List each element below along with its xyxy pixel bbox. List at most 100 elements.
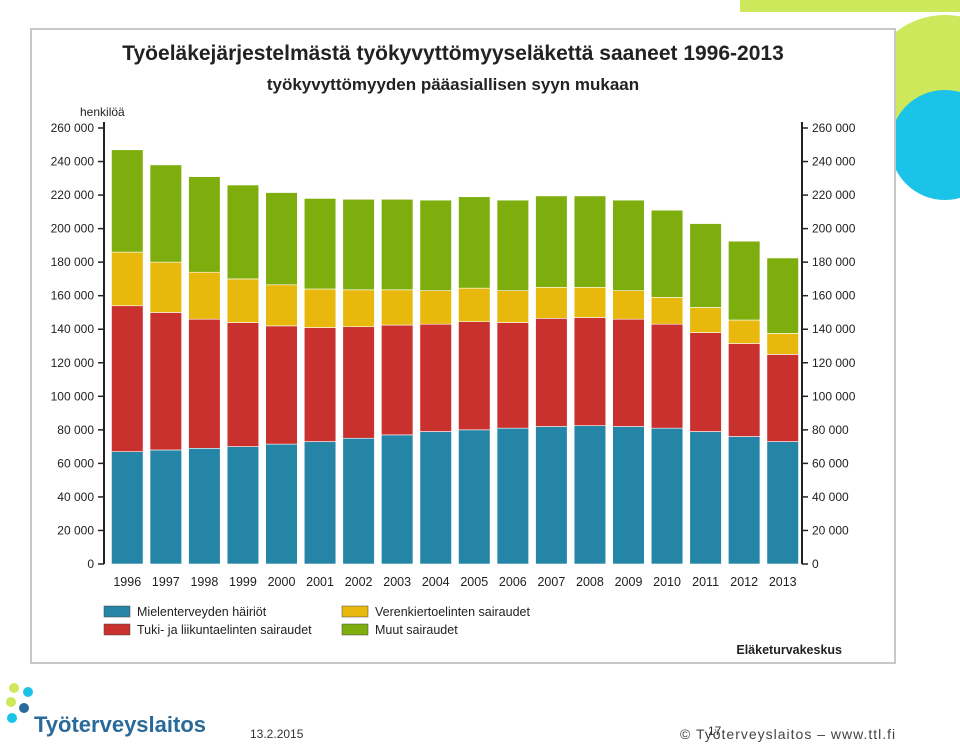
bar-segment-2-2003 (381, 324, 414, 436)
x-tick-label: 1996 (113, 575, 141, 589)
bar-segment-1-2002 (342, 437, 375, 565)
x-tick-label: 2006 (499, 575, 527, 589)
y-tick-label-right: 220 000 (812, 188, 856, 202)
y-tick-label-right: 120 000 (812, 356, 856, 370)
bar-segment-2-2002 (342, 326, 375, 439)
x-tick-label: 2009 (615, 575, 643, 589)
bar-segment-2-1998 (188, 318, 221, 449)
y-tick-label-right: 180 000 (812, 255, 856, 269)
bar-segment-1-2000 (265, 443, 298, 565)
bar-segment-3-2001 (303, 288, 337, 328)
bar-segment-4-2001 (303, 198, 337, 290)
x-tick-label: 2008 (576, 575, 604, 589)
bar-segment-2-2001 (303, 327, 337, 442)
bar-segment-2-2010 (650, 323, 684, 429)
page-number: 17 (708, 724, 722, 738)
bar-segment-1-1998 (188, 447, 221, 565)
chart-subtitle: työkyvyttömyyden pääasiallisen syyn muka… (267, 75, 639, 94)
bar-segment-1-2010 (650, 427, 684, 565)
legend-swatch (341, 623, 369, 636)
legend-swatch (103, 623, 131, 636)
x-tick-label: 2005 (460, 575, 488, 589)
bar-segment-3-2003 (381, 289, 414, 326)
bar-segment-4-2006 (496, 199, 529, 291)
bar-segment-3-1999 (226, 278, 260, 323)
y-tick-label-right: 260 000 (812, 121, 856, 135)
bar-segment-3-2000 (265, 284, 298, 327)
bar-segment-3-2002 (342, 289, 375, 328)
bar-segment-4-2011 (689, 223, 722, 308)
x-tick-label: 2012 (730, 575, 758, 589)
bar-segment-2-2013 (766, 354, 799, 442)
y-tick-label-right: 60 000 (812, 456, 849, 470)
x-tick-label: 1999 (229, 575, 257, 589)
y-tick-label-right: 200 000 (812, 222, 856, 236)
bar-segment-3-2012 (728, 319, 761, 344)
bar-segment-4-1998 (188, 176, 221, 273)
bar-segment-4-2010 (650, 209, 684, 298)
bar-segment-4-1996 (111, 149, 144, 253)
x-tick-label: 2007 (537, 575, 565, 589)
y-tick-label-left: 120 000 (51, 356, 95, 370)
bar-segment-2-2007 (535, 318, 568, 427)
bar-segment-3-2007 (535, 287, 568, 319)
bar-segment-2-2009 (612, 318, 645, 427)
y-tick-label-left: 160 000 (51, 289, 95, 303)
slide-date: 13.2.2015 (250, 727, 304, 741)
logo-text: Työterveyslaitos (34, 712, 207, 737)
x-tick-label: 1997 (152, 575, 180, 589)
x-tick-label: 2002 (345, 575, 373, 589)
bar-segment-4-2013 (766, 257, 799, 334)
bar-segment-1-2006 (496, 427, 529, 565)
bar-segment-1-2001 (303, 441, 337, 565)
y-tick-label-left: 180 000 (51, 255, 95, 269)
bar-segment-2-2005 (458, 321, 491, 431)
x-tick-label: 2003 (383, 575, 411, 589)
bar-segment-3-2006 (496, 290, 529, 323)
bar-segment-4-2009 (612, 199, 645, 291)
bar-segment-3-2008 (573, 287, 607, 318)
legend-label: Tuki- ja liikuntaelinten sairaudet (137, 623, 312, 637)
bar-segment-4-2007 (535, 195, 568, 288)
bar-segment-4-2008 (573, 195, 607, 288)
y-tick-label-right: 80 000 (812, 423, 849, 437)
y-tick-label-left: 20 000 (57, 523, 94, 537)
chart-source: Eläketurvakeskus (736, 643, 842, 657)
chart-title: Työeläkejärjestelmästä työkyvyttömyyselä… (122, 42, 784, 65)
x-tick-label: 2004 (422, 575, 450, 589)
bar-segment-4-1999 (226, 184, 260, 280)
bar-segment-3-1997 (149, 261, 182, 313)
bar-segment-3-2004 (419, 290, 452, 325)
bar-segment-1-1997 (149, 449, 182, 565)
x-tick-label: 2011 (692, 575, 719, 589)
y-tick-label-right: 140 000 (812, 322, 856, 336)
bar-segment-1-2007 (535, 426, 568, 565)
bar-segment-1-2011 (689, 431, 722, 565)
bar-segment-1-2008 (573, 425, 607, 565)
y-tick-label-right: 0 (812, 557, 819, 571)
legend-label: Mielenterveyden häiriöt (137, 605, 267, 619)
bar-segment-1-2004 (419, 431, 452, 565)
y-tick-label-left: 60 000 (57, 456, 94, 470)
bar-segment-4-2002 (342, 198, 375, 291)
bar-segment-1-1999 (226, 446, 260, 565)
y-tick-label-left: 240 000 (51, 155, 95, 169)
bar-segment-4-2012 (728, 240, 761, 321)
bar-segment-1-2013 (766, 441, 799, 565)
legend-swatch (341, 605, 369, 618)
bar-segment-2-2000 (265, 325, 298, 445)
y-tick-label-left: 100 000 (51, 389, 95, 403)
bar-segment-2-2006 (496, 322, 529, 429)
legend-label: Muut sairaudet (375, 623, 458, 637)
bar-segment-3-1996 (111, 251, 144, 307)
y-tick-label-right: 160 000 (812, 289, 856, 303)
bar-segment-2-2012 (728, 343, 761, 437)
bar-segment-1-1996 (111, 451, 144, 565)
x-tick-label: 2010 (653, 575, 681, 589)
bar-segment-4-1997 (149, 164, 182, 263)
bar-segment-1-2009 (612, 426, 645, 565)
x-tick-label: 1998 (190, 575, 218, 589)
bar-segment-3-2013 (766, 333, 799, 355)
bar-segment-2-2008 (573, 317, 607, 426)
y-tick-label-right: 40 000 (812, 490, 849, 504)
